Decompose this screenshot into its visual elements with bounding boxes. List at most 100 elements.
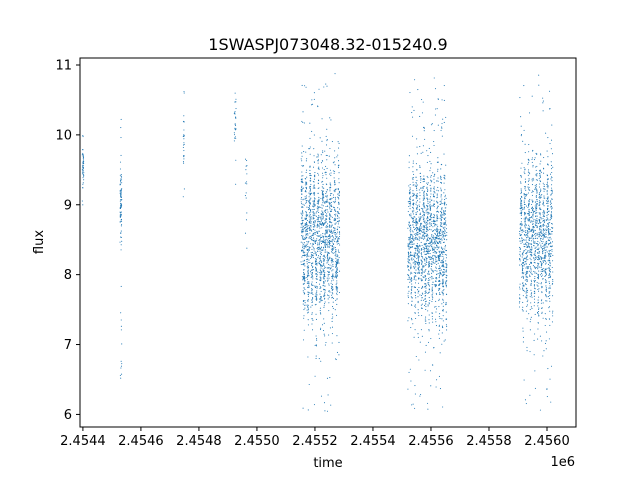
data-point bbox=[328, 201, 330, 203]
data-point bbox=[183, 142, 185, 144]
data-point bbox=[446, 264, 448, 266]
data-point bbox=[309, 213, 311, 215]
data-point bbox=[530, 237, 532, 239]
data-point bbox=[547, 253, 550, 255]
data-point bbox=[534, 185, 536, 187]
data-point bbox=[547, 197, 549, 199]
data-point bbox=[545, 288, 547, 291]
data-point bbox=[417, 250, 419, 252]
data-point bbox=[441, 260, 443, 262]
data-point bbox=[415, 203, 417, 205]
data-point bbox=[527, 241, 529, 244]
data-point bbox=[416, 138, 418, 140]
data-point bbox=[315, 318, 318, 321]
data-point bbox=[446, 254, 448, 256]
data-point bbox=[326, 377, 329, 379]
data-point bbox=[438, 247, 440, 249]
data-point bbox=[544, 249, 546, 251]
data-point bbox=[418, 230, 420, 233]
data-point bbox=[320, 197, 322, 199]
data-point bbox=[441, 198, 443, 200]
data-point bbox=[536, 191, 538, 193]
data-point bbox=[433, 178, 435, 180]
data-point bbox=[537, 290, 540, 292]
data-point bbox=[120, 176, 123, 178]
data-point bbox=[540, 282, 543, 284]
data-point bbox=[417, 252, 420, 254]
data-point bbox=[540, 217, 542, 219]
data-point bbox=[545, 281, 547, 283]
data-point bbox=[416, 252, 418, 254]
data-point bbox=[521, 196, 523, 198]
data-point bbox=[442, 273, 445, 275]
data-point bbox=[536, 153, 538, 155]
data-point bbox=[439, 352, 441, 354]
data-point bbox=[305, 86, 307, 88]
data-point bbox=[305, 245, 307, 247]
data-point bbox=[445, 228, 447, 230]
data-point bbox=[415, 238, 417, 240]
data-point bbox=[331, 313, 333, 315]
data-point bbox=[548, 273, 550, 275]
data-point bbox=[431, 288, 433, 290]
data-point bbox=[425, 308, 427, 311]
data-point bbox=[411, 278, 413, 280]
data-point bbox=[326, 225, 328, 227]
data-point bbox=[437, 211, 440, 213]
data-point bbox=[183, 121, 185, 123]
data-point bbox=[531, 207, 533, 210]
data-point bbox=[414, 304, 416, 306]
data-point bbox=[337, 255, 339, 257]
data-point bbox=[235, 117, 237, 119]
data-point bbox=[418, 236, 420, 238]
data-point bbox=[119, 174, 121, 176]
data-point bbox=[538, 213, 540, 215]
data-point bbox=[531, 247, 533, 249]
x-axis-ticks: 2.4544 2.4546 2.4548 2.4550 2.4552 2.4554 2.45… bbox=[60, 427, 570, 449]
data-point bbox=[318, 230, 320, 232]
data-point bbox=[531, 216, 533, 218]
data-point bbox=[544, 324, 546, 327]
data-point bbox=[301, 215, 303, 217]
data-point bbox=[548, 338, 550, 340]
data-point bbox=[535, 212, 537, 214]
data-point bbox=[440, 177, 442, 179]
data-point bbox=[536, 256, 538, 258]
data-point bbox=[329, 182, 331, 184]
y-axis-label: flux bbox=[32, 230, 47, 254]
data-point bbox=[328, 238, 330, 240]
data-point bbox=[551, 241, 554, 243]
data-point bbox=[520, 203, 522, 205]
data-point bbox=[435, 284, 437, 286]
data-point bbox=[525, 244, 528, 246]
data-point bbox=[432, 251, 434, 254]
data-point bbox=[534, 370, 536, 372]
data-point bbox=[302, 245, 304, 247]
data-point bbox=[415, 355, 417, 358]
data-point bbox=[301, 231, 303, 233]
data-point bbox=[303, 272, 305, 274]
data-point bbox=[311, 291, 313, 293]
data-point bbox=[518, 302, 521, 304]
data-point bbox=[422, 181, 424, 183]
data-point bbox=[415, 195, 417, 197]
data-point bbox=[421, 223, 423, 225]
data-point bbox=[332, 243, 334, 245]
data-point bbox=[319, 307, 321, 309]
data-point bbox=[429, 244, 431, 246]
data-point bbox=[331, 141, 333, 143]
data-point bbox=[319, 310, 321, 312]
data-point bbox=[411, 106, 413, 108]
data-point bbox=[525, 276, 527, 278]
data-point bbox=[543, 157, 545, 159]
data-point bbox=[316, 286, 319, 288]
data-point bbox=[538, 235, 540, 237]
data-point bbox=[543, 235, 546, 237]
data-point bbox=[550, 215, 552, 217]
data-point bbox=[537, 322, 539, 324]
data-point bbox=[528, 186, 530, 188]
data-point bbox=[416, 289, 419, 291]
data-point bbox=[425, 283, 427, 285]
data-point bbox=[428, 314, 430, 316]
data-point bbox=[548, 274, 550, 276]
